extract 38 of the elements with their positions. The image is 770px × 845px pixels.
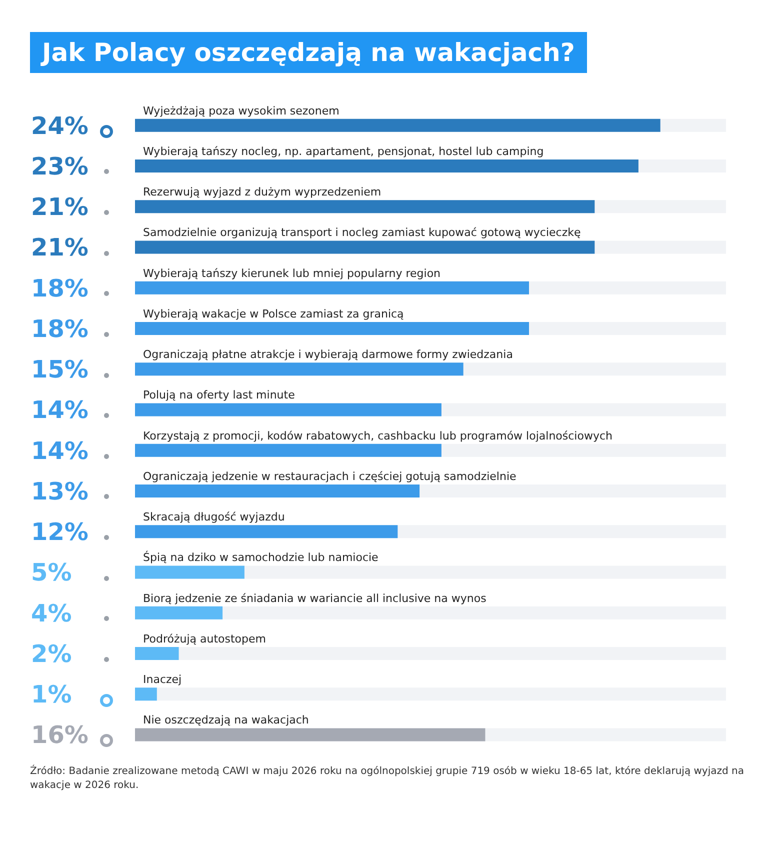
data-label: 18% (31, 274, 88, 302)
y-tick-label: Wybierają wakacje w Polsce zamiast za granicą (143, 307, 404, 320)
data-label: 12% (31, 518, 88, 546)
data-label: 2% (31, 640, 72, 668)
data-label: 14% (31, 396, 88, 424)
y-tick-label: Rezerwują wyjazd z dużym wyprzedzeniem (143, 186, 382, 199)
y-tick-label: Nie oszczędzają na wakacjach (143, 714, 309, 727)
y-tick-label: Polują na oferty last minute (143, 388, 296, 402)
y-tick-label: Ograniczają płatne atrakcje i wybierają darmowe formy zwiedzania (143, 348, 513, 362)
y-tick-label: Korzystają z promocji, kodów rabatowych, cashbacku lub programów lojalnościowych (143, 429, 613, 442)
chart-title: Jak Polacy oszczędzają na wakacjach? (30, 32, 587, 73)
y-tick-label: Skracają długość wyjazdu (143, 510, 285, 524)
data-label: 13% (31, 477, 88, 506)
data-label: 16% (31, 721, 88, 750)
y-tick-label: Wyjeżdżają poza wysokim sezonem (143, 104, 340, 118)
y-tick-label: Biorą jedzenie ze śniadania w wariancie all inclusive na wynos (143, 592, 487, 605)
bar (135, 646, 179, 660)
data-label: 24% (31, 112, 88, 140)
data-label: 18% (31, 314, 88, 343)
y-tick-label: Ograniczają jedzenie w restauracjach i częściej gotują samodzielnie (143, 470, 517, 483)
y-tick-label: Wybierają tańszy kierunek lub mniej popularny region (143, 266, 441, 280)
y-tick-label: Inaczej (143, 673, 182, 686)
data-label: 5% (31, 558, 72, 587)
bar (135, 688, 157, 701)
data-label: 21% (31, 193, 88, 222)
data-label: 15% (31, 356, 88, 384)
data-label: 14% (31, 436, 88, 465)
y-tick-label: Samodzielnie organizują transport i nocleg zamiast kupować gotową wycieczkę (143, 226, 581, 240)
y-tick-label: Podróżują autostopem (143, 632, 266, 646)
y-tick-label: Wybierają tańszy nocleg, np. apartament, pensjonat, hostel lub camping (143, 144, 544, 158)
data-label: 23% (31, 152, 88, 180)
text: Źródło: Badanie zrealizowane metodą CAWI w maju 2026 roku na ogólnopolskiej grupie 719 osób w wieku 18-65 lat, które deklarują wyjazd na wakacje w 2026 roku. (30, 765, 745, 793)
data-label: 4% (31, 599, 72, 628)
bar (135, 566, 244, 579)
data-label: 1% (31, 680, 72, 709)
y-tick-label: Śpią na dziko w samochodzie lub namiocie (143, 550, 379, 564)
bar (135, 606, 223, 620)
data-label: 21% (31, 234, 88, 262)
